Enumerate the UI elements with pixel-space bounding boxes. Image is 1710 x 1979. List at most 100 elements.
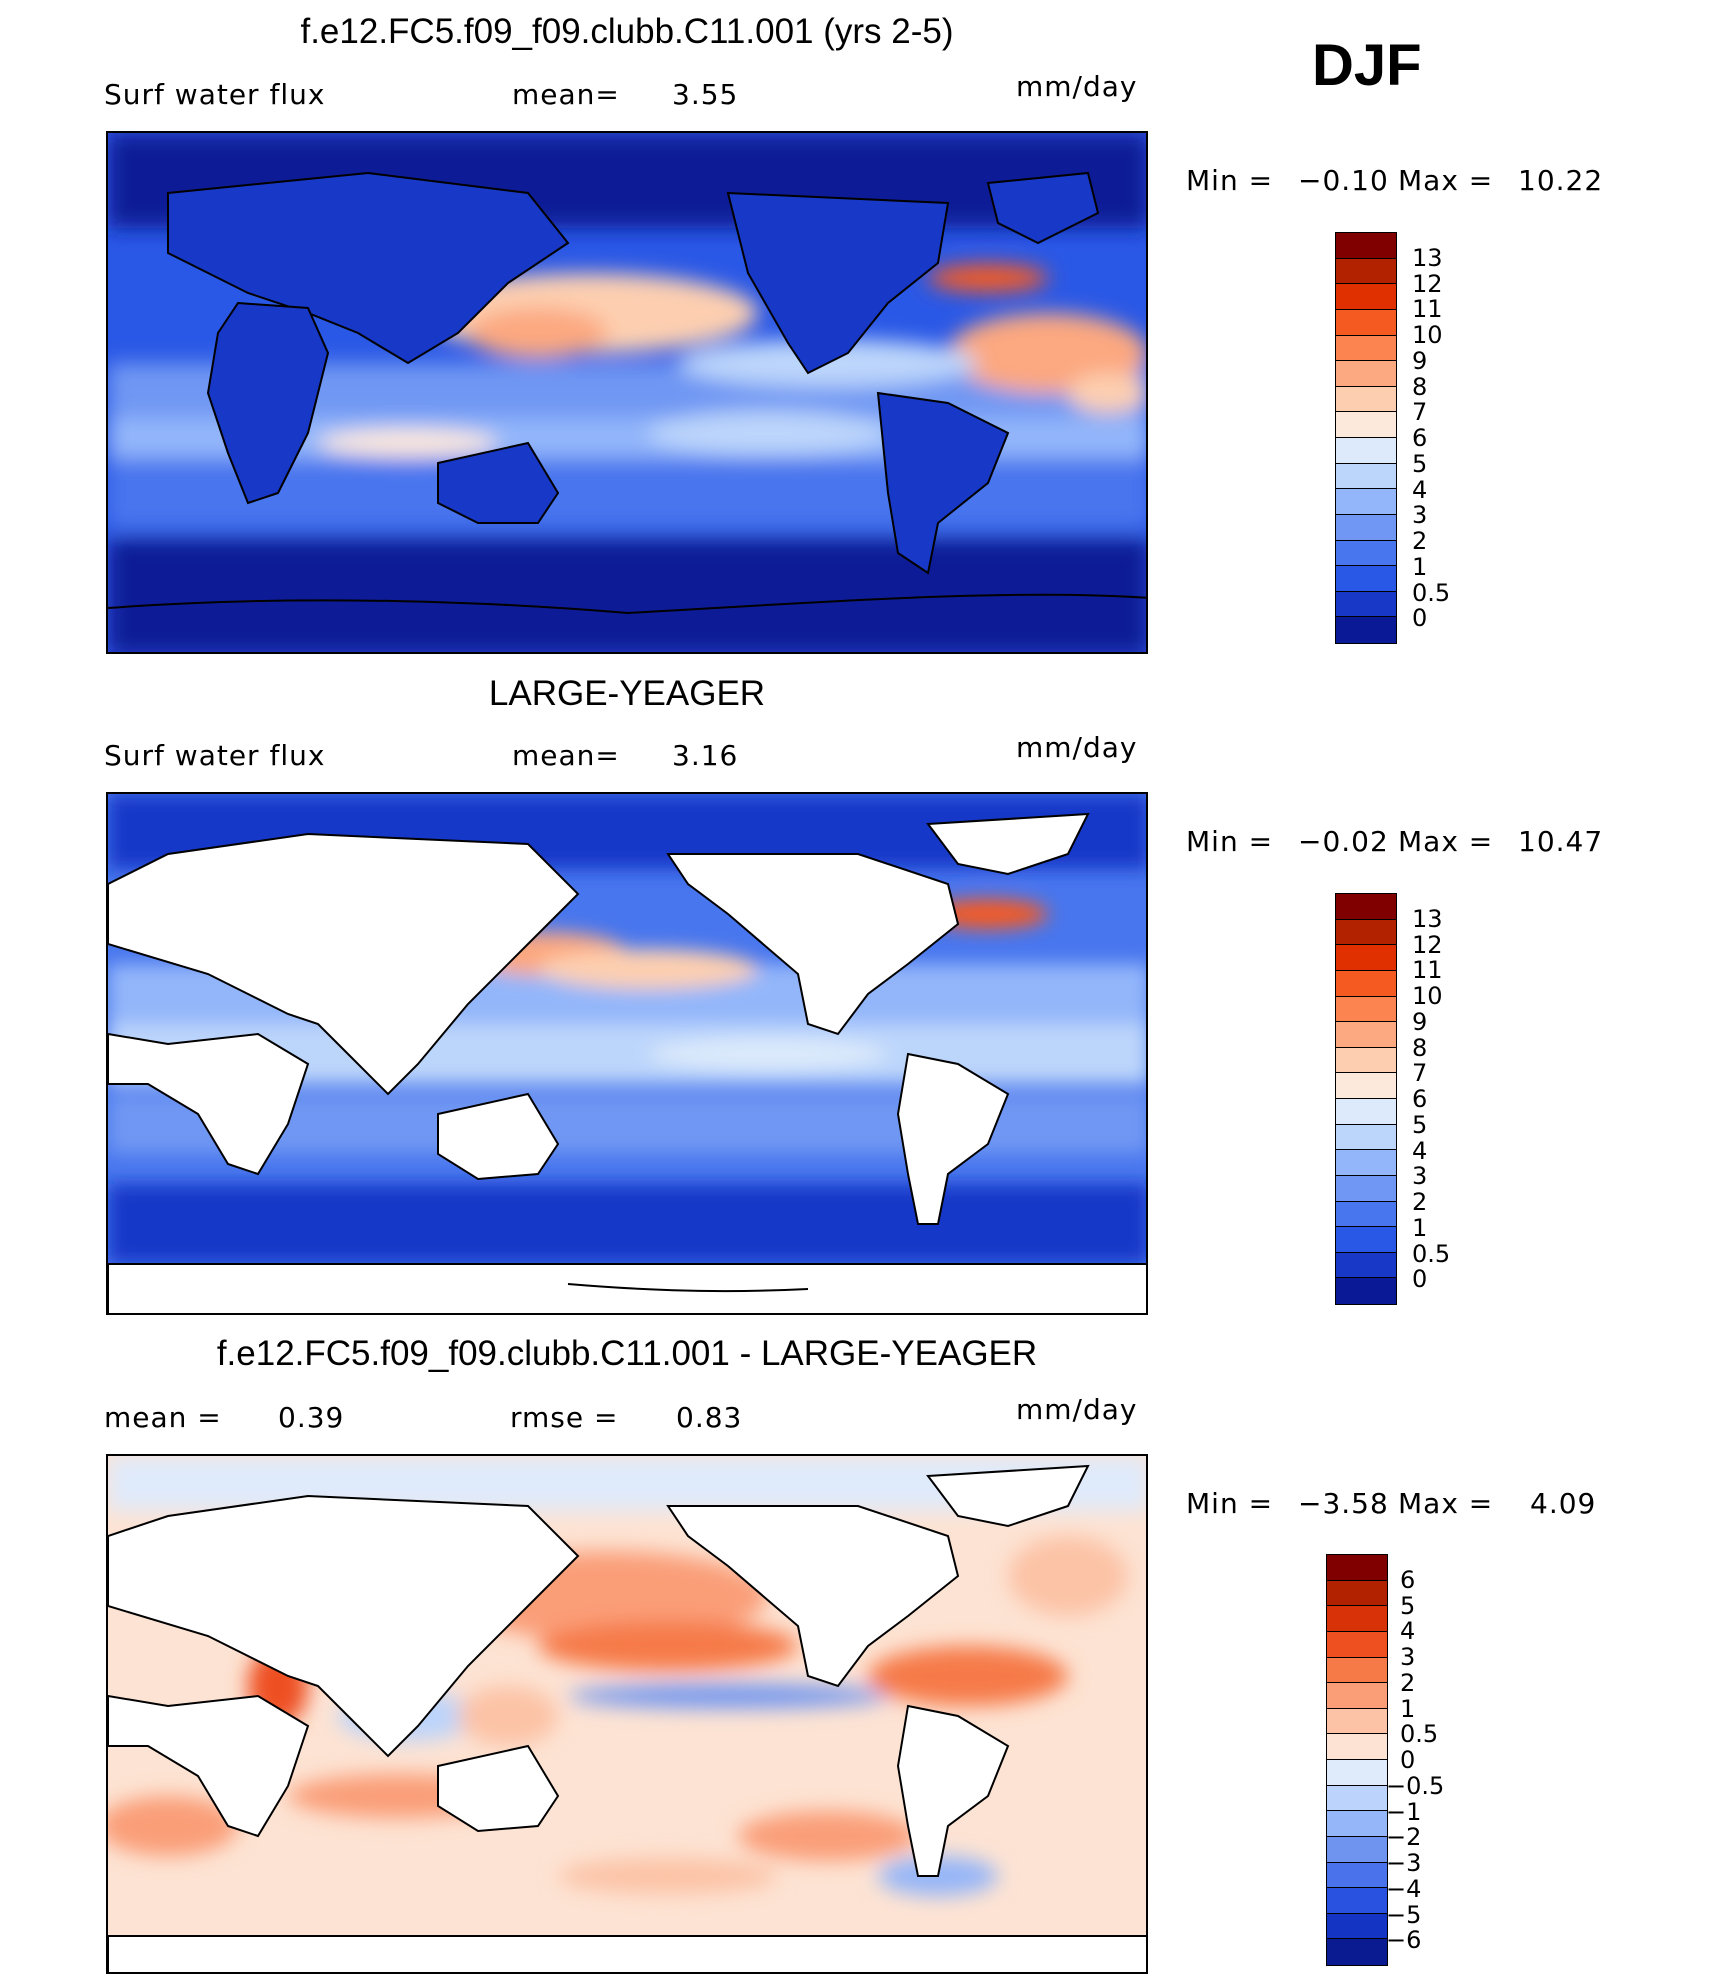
colorbar-tick-label: −0.5 — [1386, 1771, 1445, 1800]
panel-3-mean-value: 0.39 — [278, 1401, 345, 1434]
colorbar-box — [1336, 894, 1396, 920]
colorbar-tick-label: 3 — [1412, 1162, 1428, 1191]
panel-3-map-graphic — [108, 1456, 1146, 1972]
colorbar-box — [1327, 1631, 1387, 1658]
colorbar-box — [1336, 412, 1396, 438]
panel-3-title: f.e12.FC5.f09_f09.clubb.C11.001 - LARGE-… — [216, 1334, 1038, 1373]
colorbar-box — [1327, 1862, 1387, 1889]
colorbar-box — [1336, 438, 1396, 464]
colorbar-box — [1327, 1913, 1387, 1940]
panel-2-max-value: 10.47 — [1518, 825, 1604, 858]
colorbar-tick-label: 1 — [1400, 1694, 1416, 1723]
colorbar-box — [1336, 514, 1396, 541]
colorbar-tick-label: 1 — [1412, 1213, 1428, 1242]
colorbar-box — [1327, 1836, 1387, 1863]
panel-2-max-label: Max = — [1398, 825, 1494, 858]
panel-3-units: mm/day — [1016, 1393, 1138, 1426]
colorbar-tick-label: −5 — [1386, 1900, 1422, 1929]
panel-3-colorbar — [1326, 1554, 1388, 1966]
panel-2-colorbar-ticks: 13 12 11 10 9 8 7 6 5 4 3 2 1 0.5 0 — [1412, 893, 1492, 1305]
panel-2-min-label: Min = — [1186, 825, 1274, 858]
colorbar-tick-label: 2 — [1412, 1188, 1428, 1216]
colorbar-tick-label: 3 — [1400, 1643, 1416, 1671]
colorbar-box — [1327, 1708, 1387, 1735]
colorbar-box — [1336, 1150, 1396, 1176]
colorbar-box — [1336, 335, 1396, 362]
colorbar-tick-label: −3 — [1386, 1849, 1422, 1877]
panel-3-map — [106, 1454, 1148, 1974]
colorbar-box — [1336, 309, 1396, 336]
colorbar-tick-label: 13 — [1412, 243, 1443, 272]
colorbar-box — [1336, 463, 1396, 490]
colorbar-tick-label: 11 — [1412, 956, 1443, 985]
panel-3-colorbar-ticks: 6 5 4 3 2 1 0.5 0 −0.5 −1 −2 −3 −4 −5 −6 — [1386, 1554, 1480, 1966]
colorbar-tick-label: −4 — [1386, 1874, 1422, 1903]
panel-3-max-value: 4.09 — [1530, 1487, 1597, 1520]
colorbar-tick-label: −1 — [1386, 1797, 1422, 1826]
colorbar-box — [1336, 1124, 1396, 1151]
colorbar-tick-label: 10 — [1412, 982, 1443, 1010]
colorbar-box — [1336, 1252, 1396, 1279]
colorbar-tick-label: 5 — [1412, 449, 1428, 478]
colorbar-tick-label: 9 — [1412, 346, 1428, 375]
colorbar-box — [1336, 233, 1396, 259]
panel-2-map — [106, 792, 1148, 1315]
colorbar-tick-label: 2 — [1412, 527, 1428, 555]
colorbar-box — [1327, 1785, 1387, 1812]
colorbar-tick-label: 2 — [1400, 1668, 1416, 1697]
colorbar-box — [1327, 1939, 1387, 1965]
panel-2-variable-label: Surf water flux — [104, 739, 326, 772]
colorbar-tick-label: −6 — [1386, 1926, 1422, 1955]
panel-2-mean-label: mean= — [512, 739, 620, 772]
colorbar-box — [1336, 919, 1396, 946]
colorbar-tick-label: 0 — [1412, 1265, 1428, 1294]
colorbar-tick-label: 7 — [1412, 1059, 1428, 1088]
colorbar-box — [1327, 1734, 1387, 1760]
panel-1-map — [106, 131, 1148, 654]
panel-2-units: mm/day — [1016, 731, 1138, 764]
panel-2-map-graphic — [108, 794, 1146, 1313]
colorbar-tick-label: 7 — [1412, 398, 1428, 427]
colorbar-box — [1336, 1073, 1396, 1099]
colorbar-tick-label: 0 — [1400, 1746, 1416, 1774]
colorbar-box — [1327, 1811, 1387, 1837]
colorbar-box — [1327, 1888, 1387, 1914]
panel-2-title: LARGE-YEAGER — [488, 674, 766, 713]
colorbar-box — [1336, 258, 1396, 285]
panel-1-mean-value: 3.55 — [672, 78, 739, 111]
colorbar-tick-label: 8 — [1412, 372, 1428, 401]
colorbar-tick-label: 1 — [1412, 552, 1428, 581]
panel-1-colorbar-ticks: 13 12 11 10 9 8 7 6 5 4 3 2 1 0.5 0 — [1412, 232, 1492, 644]
colorbar-box — [1336, 361, 1396, 387]
colorbar-tick-label: 0.5 — [1400, 1720, 1439, 1749]
colorbar-tick-label: −2 — [1386, 1823, 1422, 1852]
colorbar-box — [1336, 591, 1396, 618]
panel-1-min-label: Min = — [1186, 164, 1274, 197]
colorbar-box — [1336, 617, 1396, 643]
colorbar-box — [1336, 1278, 1396, 1304]
colorbar-box — [1336, 996, 1396, 1023]
colorbar-box — [1336, 540, 1396, 567]
colorbar-tick-label: 4 — [1400, 1617, 1416, 1646]
panel-3-min-value: −3.58 — [1298, 1487, 1389, 1520]
colorbar-box — [1327, 1760, 1387, 1786]
colorbar-tick-label: 3 — [1412, 501, 1428, 530]
colorbar-box — [1327, 1657, 1387, 1684]
colorbar-box — [1336, 284, 1396, 310]
colorbar-box — [1336, 1201, 1396, 1228]
colorbar-box — [1336, 945, 1396, 971]
colorbar-tick-label: 6 — [1400, 1565, 1416, 1594]
colorbar-box — [1336, 566, 1396, 592]
colorbar-tick-label: 6 — [1412, 1085, 1428, 1113]
colorbar-tick-label: 4 — [1412, 1136, 1428, 1165]
colorbar-tick-label: 0.5 — [1412, 1239, 1451, 1268]
colorbar-tick-label: 0 — [1412, 604, 1428, 633]
panel-1-max-value: 10.22 — [1518, 164, 1604, 197]
panel-3-mean-label: mean = — [104, 1401, 222, 1434]
panel-1-colorbar — [1335, 232, 1397, 644]
colorbar-box — [1336, 1227, 1396, 1253]
panel-2-colorbar — [1335, 893, 1397, 1305]
colorbar-tick-label: 12 — [1412, 269, 1443, 298]
panel-1-map-graphic — [108, 133, 1146, 652]
colorbar-tick-label: 5 — [1400, 1591, 1416, 1620]
